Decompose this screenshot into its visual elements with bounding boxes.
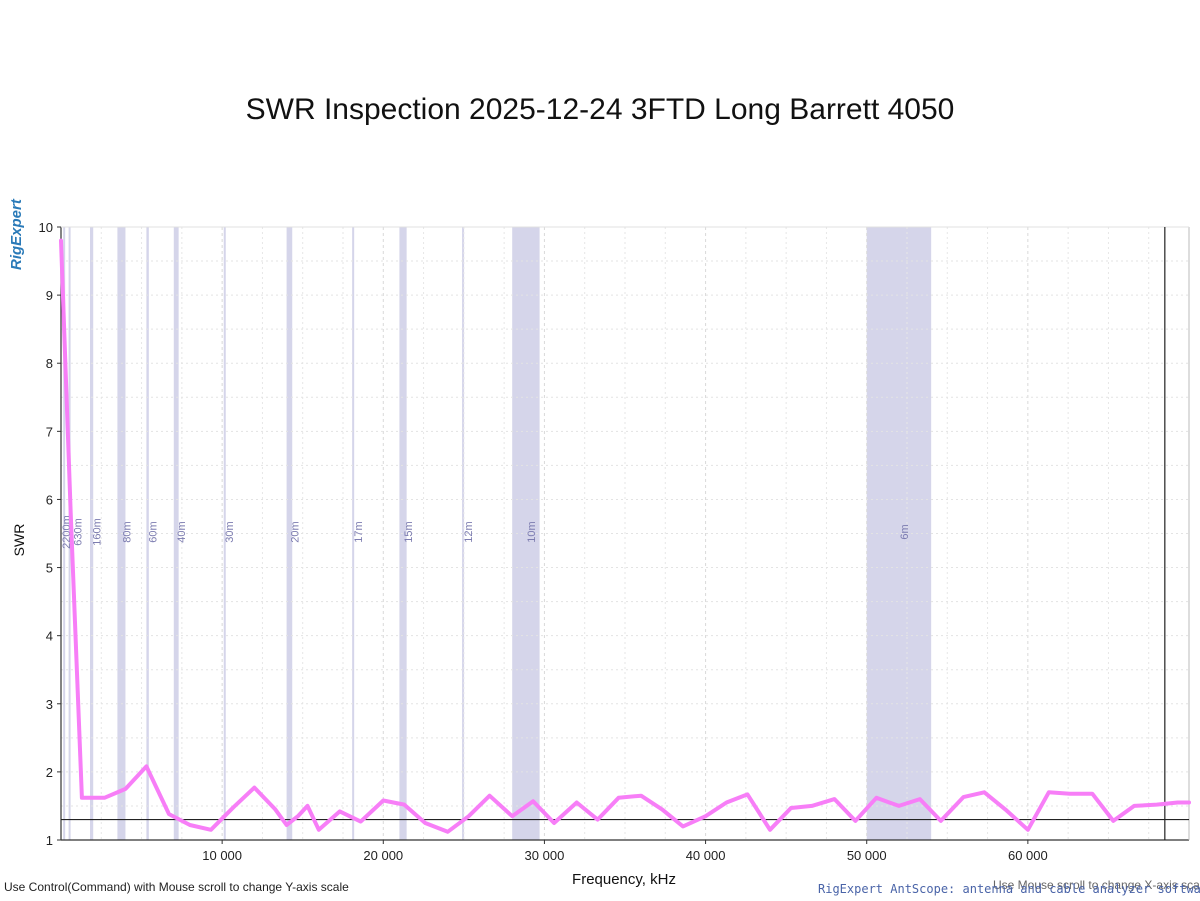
y-tick-label: 6 <box>46 492 53 507</box>
y-tick-label: 10 <box>39 220 53 235</box>
band-labels-layer: 2200m 630m 160m 80m 60m 40m 30m 20m 17m 15m 12m 10m… <box>61 515 911 549</box>
band-label-15m: 15m <box>403 521 415 542</box>
x-scale-hint: Use Mouse scroll to change X-axis scale <box>993 878 1200 892</box>
band-label-6m: 6m <box>899 524 911 539</box>
y-tick-label: 3 <box>46 697 53 712</box>
band-label-40m: 40m <box>176 521 188 542</box>
y-tick-label: 4 <box>46 629 53 644</box>
band-12m <box>462 227 465 840</box>
band-label-630m: 630m <box>73 518 85 546</box>
y-tick-label: 1 <box>46 833 53 848</box>
band-30m <box>223 227 226 840</box>
band-label-12m: 12m <box>463 521 475 542</box>
x-tick-label: 60 000 <box>1008 848 1048 863</box>
swr-series-line-0 <box>59 238 1191 834</box>
series-layer <box>59 238 1191 834</box>
chart-title: SWR Inspection 2025-12-24 3FTD Long Barr… <box>245 93 955 126</box>
grid-layer <box>61 227 1189 840</box>
y-tick-label: 9 <box>46 288 53 303</box>
band-2200m <box>63 227 66 840</box>
y-tick-label: 2 <box>46 765 53 780</box>
y-tick-label: 7 <box>46 424 53 439</box>
x-tick-label: 10 000 <box>202 848 242 863</box>
band-label-60m: 60m <box>148 521 160 542</box>
x-tick-label: 30 000 <box>525 848 565 863</box>
x-tick-label: 50 000 <box>847 848 887 863</box>
axes-layer <box>60 226 1190 841</box>
band-17m <box>352 227 355 840</box>
y-tick-label: 5 <box>46 561 53 576</box>
band-label-17m: 17m <box>353 521 365 542</box>
y-scale-hint: Use Control(Command) with Mouse scroll t… <box>4 880 349 894</box>
x-tick-label: 40 000 <box>686 848 726 863</box>
band-label-10m: 10m <box>526 521 538 542</box>
x-tick-label: 20 000 <box>363 848 403 863</box>
band-label-30m: 30m <box>224 521 236 542</box>
x-axis-label: Frequency, kHz <box>572 871 676 888</box>
rigexpert-logo: RigExpert <box>8 199 25 270</box>
band-label-80m: 80m <box>121 521 133 542</box>
band-label-160m: 160m <box>92 518 104 546</box>
software-credit: RigExpert AntScope: antenna and cable an… <box>818 882 1200 896</box>
y-tick-label: 8 <box>46 356 53 371</box>
band-label-20m: 20m <box>289 521 301 542</box>
band-20m <box>286 227 293 840</box>
band-15m <box>399 227 407 840</box>
tick-labels-layer: 10 000 20 000 30 000 40 000 50 000 60 000 1 2 3 4… <box>39 220 1048 863</box>
y-axis-label: SWR <box>11 524 27 557</box>
